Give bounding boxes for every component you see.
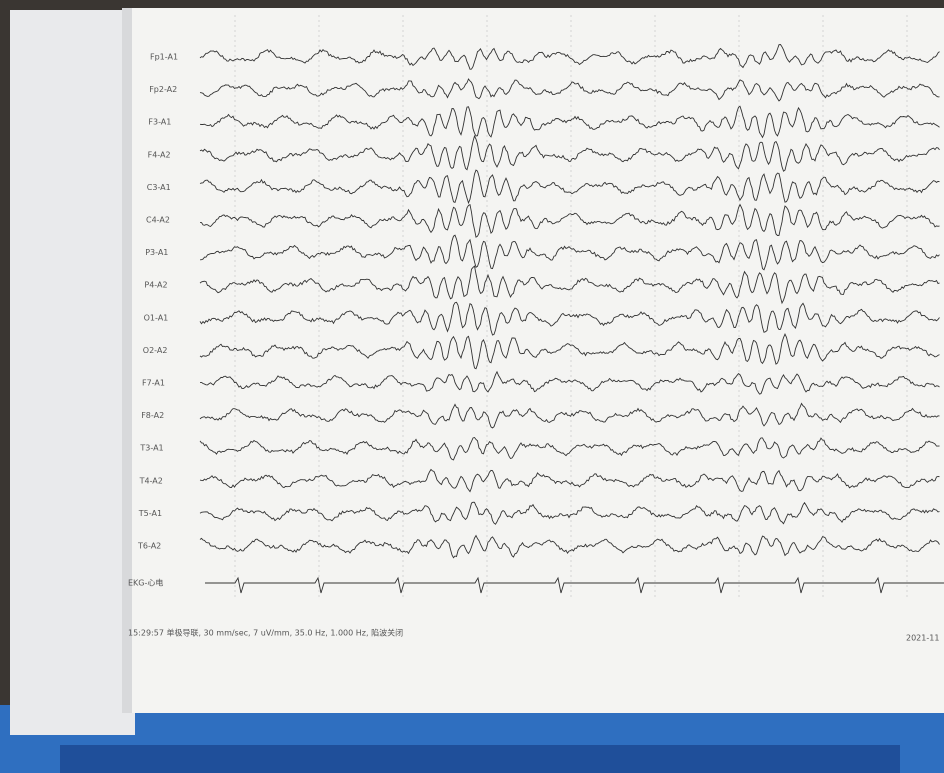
date-text: 2021-11 [906, 634, 939, 643]
channel-label: T5-A1 [138, 509, 162, 518]
channel-label: C4-A2 [146, 216, 170, 225]
page: EKG-心电 15:29:57 单极导联, 30 mm/sec, 7 uV/mm… [0, 0, 944, 773]
channel-label: F3-A1 [148, 118, 171, 127]
left-page [10, 10, 135, 735]
page-fold [122, 8, 132, 713]
table-edge [60, 745, 900, 773]
channel-label: T4-A2 [139, 476, 163, 485]
channel-label: F7-A1 [142, 379, 165, 388]
channel-label: C3-A1 [147, 183, 171, 192]
channel-label: O2-A2 [143, 346, 168, 355]
channel-label: F4-A2 [148, 150, 171, 159]
channel-label: Fp2-A2 [149, 85, 177, 94]
channel-label: T3-A1 [139, 444, 163, 453]
channel-label: F8-A2 [141, 411, 164, 420]
paper [125, 8, 944, 713]
eeg-photo: EKG-心电 15:29:57 单极导联, 30 mm/sec, 7 uV/mm… [0, 0, 944, 773]
channel-label: P4-A2 [144, 281, 167, 290]
channel-label: O1-A1 [144, 313, 169, 322]
channel-label: P3-A1 [145, 248, 168, 257]
ekg-label: EKG-心电 [128, 578, 163, 588]
settings-text: 15:29:57 单极导联, 30 mm/sec, 7 uV/mm, 35.0 … [128, 628, 403, 638]
channel-label: Fp1-A1 [150, 53, 178, 62]
channel-label: T6-A2 [137, 542, 161, 551]
